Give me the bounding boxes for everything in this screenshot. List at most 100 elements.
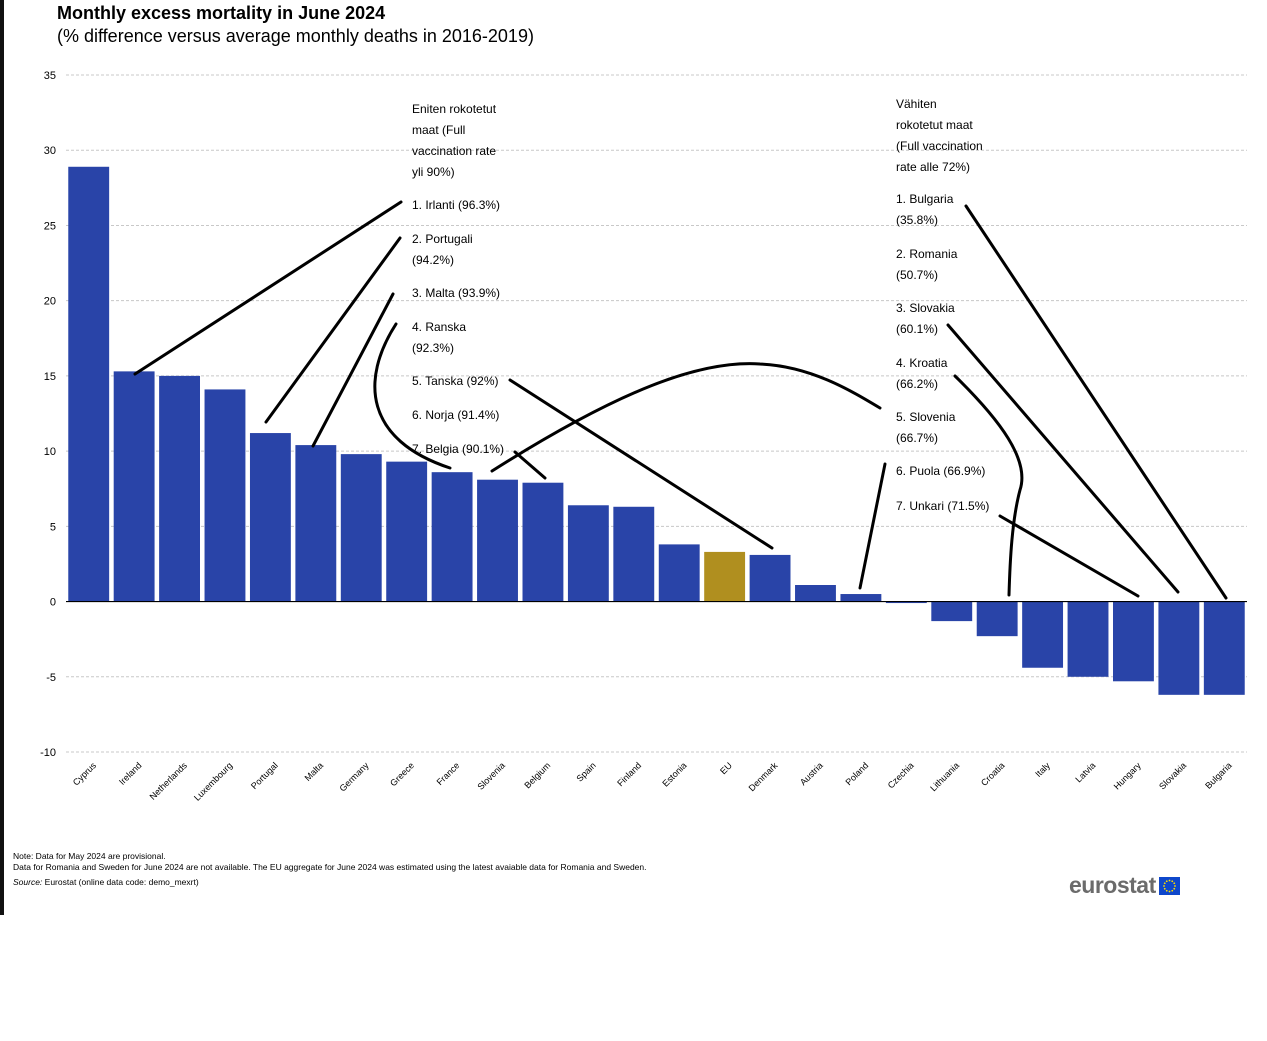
x-tick-label: Latvia bbox=[1073, 760, 1097, 784]
y-tick-label: 0 bbox=[50, 597, 56, 609]
flag-star bbox=[1165, 889, 1168, 892]
bar-spain bbox=[567, 505, 609, 602]
x-tick-label: Portugal bbox=[249, 760, 280, 791]
connector-line bbox=[953, 374, 1024, 597]
flag-star bbox=[1163, 887, 1166, 890]
x-tick-label: Lithuania bbox=[928, 760, 961, 793]
note-line-2: Data for Romania and Sweden for June 202… bbox=[13, 862, 647, 872]
bar-france bbox=[431, 472, 473, 602]
y-axis-ticks: -10 -5 0 5 10 15 20 25 30 35 bbox=[40, 70, 56, 759]
eurostat-logo-text: eurostat bbox=[1069, 872, 1156, 898]
bars bbox=[68, 166, 1245, 695]
x-tick-label: Austria bbox=[798, 760, 825, 787]
connector-line bbox=[513, 450, 547, 480]
x-tick-label: Greece bbox=[388, 760, 416, 788]
left-annotation-item: 4. Ranska (92.3%) bbox=[412, 320, 466, 355]
left-annotation-item: 3. Malta (93.9%) bbox=[412, 286, 500, 300]
flag-star bbox=[1171, 889, 1173, 892]
x-tick-label: Netherlands bbox=[148, 760, 190, 802]
x-tick-label: Croatia bbox=[979, 760, 1007, 788]
x-tick-label: Bulgaria bbox=[1203, 760, 1233, 790]
right-annotation-item: 4. Kroatia (66.2%) bbox=[896, 356, 948, 391]
bar-croatia bbox=[976, 601, 1018, 637]
x-tick-label: Denmark bbox=[747, 760, 780, 793]
right-annotation-item: 1. Bulgaria (35.8%) bbox=[896, 192, 954, 227]
connector-line bbox=[946, 323, 1180, 594]
x-tick-label: Cyprus bbox=[71, 760, 99, 788]
x-tick-label: Ireland bbox=[117, 760, 144, 787]
bar-greece bbox=[386, 461, 428, 602]
x-tick-label: Hungary bbox=[1112, 760, 1143, 791]
source-line: Source: Eurostat (online data code: demo… bbox=[13, 877, 199, 887]
bar-bulgaria bbox=[1203, 601, 1245, 695]
bar-czechia bbox=[885, 601, 927, 604]
left-annotation-item: 1. Irlanti (96.3%) bbox=[412, 198, 500, 212]
connector-line bbox=[964, 204, 1228, 600]
bar-italy bbox=[1022, 601, 1064, 668]
y-tick-label: 35 bbox=[44, 70, 56, 82]
left-border-rule bbox=[0, 0, 4, 915]
bar-malta bbox=[295, 445, 337, 602]
connector-line bbox=[373, 322, 452, 470]
x-tick-label: Estonia bbox=[660, 760, 688, 788]
flag-star bbox=[1173, 884, 1176, 887]
bar-ireland bbox=[113, 371, 155, 602]
right-annotation-item: 2. Romania (50.7%) bbox=[896, 247, 958, 282]
y-tick-label: 30 bbox=[44, 145, 56, 157]
y-tick-label: 25 bbox=[44, 220, 56, 232]
flag-star bbox=[1163, 881, 1166, 884]
y-tick-label: 15 bbox=[44, 371, 56, 383]
right-annotation-item: 6. Puola (66.9%) bbox=[896, 464, 985, 478]
x-tick-label: Czechia bbox=[886, 760, 916, 790]
note-line-1: Note: Data for May 2024 are provisional. bbox=[13, 851, 166, 861]
y-tick-label: -5 bbox=[46, 672, 56, 684]
x-tick-label: Spain bbox=[574, 760, 597, 783]
bar-eu bbox=[704, 551, 746, 602]
chart-title: Monthly excess mortality in June 2024 bbox=[57, 3, 386, 23]
eu-flag-icon bbox=[1158, 876, 1180, 895]
bar-slovakia bbox=[1158, 601, 1200, 695]
x-tick-label: EU bbox=[718, 760, 734, 776]
y-tick-label: 10 bbox=[44, 446, 56, 458]
flag-star bbox=[1168, 879, 1171, 881]
connector-line bbox=[133, 200, 403, 376]
x-tick-label: Slovenia bbox=[475, 760, 506, 791]
connector-line bbox=[508, 378, 774, 550]
left-annotation-item: 2. Portugali (94.2%) bbox=[412, 232, 473, 267]
flag-star bbox=[1165, 879, 1168, 882]
source-text: Eurostat (online data code: demo_mexrt) bbox=[42, 877, 199, 887]
x-tick-label: Malta bbox=[303, 760, 326, 783]
x-tick-label: Luxembourg bbox=[192, 760, 234, 802]
flag-star bbox=[1173, 887, 1175, 890]
flag-star bbox=[1162, 884, 1165, 887]
flag-star bbox=[1168, 890, 1171, 892]
bar-germany bbox=[340, 454, 382, 602]
x-tick-label: France bbox=[435, 760, 462, 787]
y-tick-label: 20 bbox=[44, 296, 56, 308]
connector-line bbox=[311, 292, 395, 448]
bar-belgium bbox=[522, 482, 564, 602]
right-annotation-item: 5. Slovenia (66.7%) bbox=[896, 410, 956, 445]
bar-luxembourg bbox=[204, 389, 246, 602]
bar-cyprus bbox=[68, 166, 110, 602]
bar-finland bbox=[613, 506, 655, 602]
bar-austria bbox=[795, 585, 836, 602]
x-tick-label: Italy bbox=[1033, 760, 1052, 779]
x-tick-label: Belgium bbox=[522, 760, 552, 790]
bar-poland bbox=[840, 594, 882, 602]
right-annotation-item: 7. Unkari (71.5%) bbox=[896, 499, 989, 513]
bar-portugal bbox=[249, 433, 291, 602]
bar-slovenia bbox=[477, 479, 518, 602]
bar-chart: -10 -5 0 5 10 15 20 25 30 35 Cyprus Ireland Netherl… bbox=[40, 70, 1247, 803]
annotation-connector-lines bbox=[133, 200, 1228, 600]
y-tick-label: -10 bbox=[40, 747, 56, 759]
bar-estonia bbox=[658, 544, 700, 602]
right-annotation-item: 3. Slovakia (60.1%) bbox=[896, 301, 955, 336]
left-annotation-item: 6. Norja (91.4%) bbox=[412, 408, 499, 422]
connector-line bbox=[998, 514, 1140, 598]
x-tick-label: Finland bbox=[615, 760, 643, 788]
chart-subtitle: (% difference versus average monthly dea… bbox=[57, 26, 534, 46]
connector-line bbox=[264, 236, 402, 424]
x-tick-label: Slovakia bbox=[1157, 760, 1188, 791]
left-annotation-header: Eniten rokotetut maat (Full vaccination ra… bbox=[412, 102, 497, 179]
